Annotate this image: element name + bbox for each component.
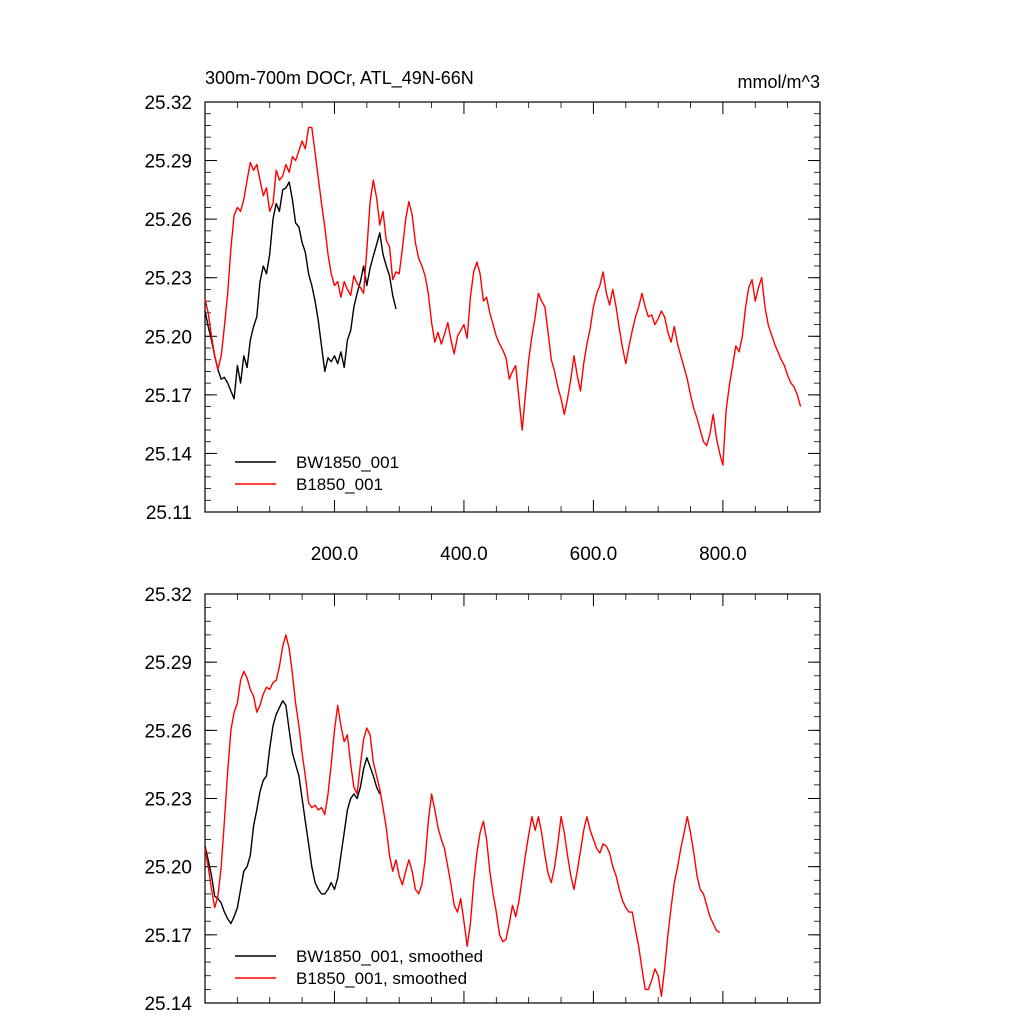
bottom-plot-frame — [204, 593, 821, 1004]
bottom-series-line-red — [204, 634, 721, 997]
top-panel: 25.11 25.14 25.17 25.20 25.23 25.26 25.29 25.32… — [144, 93, 821, 565]
top-x-tick-label: 400.0 — [440, 544, 488, 565]
chart-title: 300m-700m DOCr, ATL_49N-66N — [205, 68, 474, 89]
bottom-y-tick-label: 25.29 — [144, 653, 192, 674]
top-y-tick-label: 25.23 — [144, 269, 192, 290]
bottom-y-tick-label: 25.20 — [144, 858, 192, 879]
top-y-tick-label: 25.26 — [144, 210, 192, 231]
bottom-legend-label: B1850_001, smoothed — [296, 969, 467, 988]
bottom-series-line-black — [204, 700, 381, 925]
top-y-tick-label: 25.17 — [144, 386, 192, 407]
top-legend-label: BW1850_001 — [296, 453, 399, 472]
top-legend-label: B1850_001 — [296, 475, 383, 494]
top-series-line-red — [204, 126, 802, 466]
bottom-y-tick-label: 25.14 — [144, 994, 192, 1015]
bottom-panel: 25.14 25.17 25.20 25.23 25.26 25.29 25.32 BW185… — [144, 585, 821, 1015]
top-x-tick-label: 600.0 — [570, 544, 618, 565]
top-plot-frame — [204, 101, 821, 513]
top-y-tick-label: 25.11 — [146, 503, 192, 524]
top-y-tick-label: 25.29 — [144, 152, 192, 173]
top-y-tick-label: 25.20 — [144, 327, 192, 348]
top-x-tick-label: 200.0 — [311, 544, 359, 565]
bottom-y-tick-label: 25.17 — [144, 926, 192, 947]
top-x-tick-label: 800.0 — [699, 544, 747, 565]
units-label: mmol/m^3 — [738, 72, 820, 92]
bottom-y-tick-label: 25.23 — [144, 790, 192, 811]
top-y-tick-label: 25.14 — [144, 444, 192, 465]
bottom-legend-label: BW1850_001, smoothed — [296, 947, 483, 966]
bottom-y-tick-label: 25.26 — [144, 721, 192, 742]
bottom-y-tick-label: 25.32 — [144, 585, 192, 606]
top-series-line-black — [204, 181, 397, 400]
top-y-tick-label: 25.32 — [144, 93, 192, 114]
